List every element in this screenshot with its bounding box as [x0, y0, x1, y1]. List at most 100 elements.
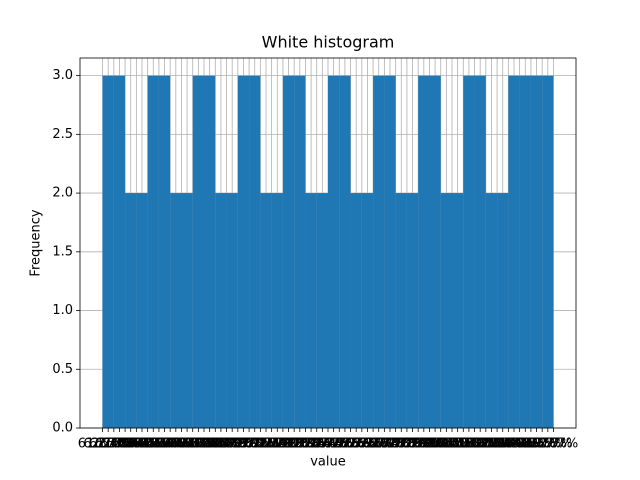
x-tick-label: 62.77%	[95, 437, 145, 452]
bar	[395, 193, 407, 428]
x-tick-label: 84.37%	[500, 437, 550, 452]
bars	[102, 75, 554, 428]
x-tick-label: 63.07%	[100, 437, 150, 452]
bar	[147, 75, 159, 428]
bar	[418, 75, 430, 428]
x-tick-label: 82.27%	[461, 437, 511, 452]
x-tick-label: 70.87%	[247, 437, 297, 452]
x-tick-label: 72.97%	[286, 437, 336, 452]
bar	[294, 75, 306, 428]
x-tick-label: 71.77%	[264, 437, 314, 452]
x-tick-label: 73.27%	[292, 437, 342, 452]
bar	[463, 75, 475, 428]
x-tick-label: 77.77%	[376, 437, 426, 452]
bar	[113, 75, 126, 428]
x-tick-label: 81.97%	[455, 437, 505, 452]
x-tick-label: 78.37%	[388, 437, 438, 452]
x-tick-label: 81.37%	[444, 437, 494, 452]
bar	[452, 193, 464, 428]
x-tick-label: 76.27%	[348, 437, 398, 452]
bar	[249, 75, 261, 428]
x-tick-label: 63.97%	[117, 437, 167, 452]
x-tick-label: 67.57%	[185, 437, 235, 452]
x-tick-label: 85.87%	[529, 437, 579, 452]
x-tick-label: 79.87%	[416, 437, 466, 452]
x-tick-label: 78.67%	[393, 437, 443, 452]
bar	[271, 193, 283, 428]
y-tick-label: 1.5	[52, 244, 73, 259]
x-tick-label: 82.87%	[472, 437, 522, 452]
x-tick-label: 64.27%	[123, 437, 173, 452]
x-tick-label: 77.17%	[365, 437, 415, 452]
bar	[215, 193, 227, 428]
bar	[328, 75, 340, 428]
x-tick-label: 67.87%	[190, 437, 240, 452]
bar	[474, 75, 486, 428]
x-tick-label: 72.67%	[281, 437, 331, 452]
x-tick-label: 69.97%	[230, 437, 280, 452]
bar	[316, 193, 328, 428]
x-tick-label: 62.47%	[89, 437, 139, 452]
x-tick-label: 84.67%	[506, 437, 556, 452]
bar	[485, 193, 498, 428]
x-tick-label: 74.17%	[309, 437, 359, 452]
y-axis-label: Frequency	[29, 209, 44, 276]
bar	[204, 75, 216, 428]
x-tick-label: 72.07%	[269, 437, 319, 452]
x-tick-label: 69.07%	[213, 437, 263, 452]
x-tick-label: 70.57%	[241, 437, 291, 452]
x-tick-label: 71.47%	[258, 437, 308, 452]
x-tick-label: 74.77%	[320, 437, 370, 452]
x-tick-label: 67.27%	[179, 437, 229, 452]
bar	[497, 193, 509, 428]
x-tick-label: 75.07%	[326, 437, 376, 452]
bar	[406, 193, 419, 428]
x-tick-label: 83.77%	[489, 437, 539, 452]
x-axis-label: value	[310, 455, 346, 470]
x-tick-label: 64.57%	[128, 437, 178, 452]
x-tick-label: 63.67%	[112, 437, 162, 452]
x-tick-label: 81.07%	[438, 437, 488, 452]
x-tick-label: 85.27%	[517, 437, 567, 452]
x-tick-label: 80.17%	[422, 437, 472, 452]
x-tick-label: 66.07%	[157, 437, 207, 452]
bar	[440, 193, 452, 428]
bar	[530, 75, 543, 428]
bar	[373, 75, 385, 428]
bar	[542, 75, 554, 428]
x-tick-label: 62.17%	[83, 437, 133, 452]
bar	[361, 193, 374, 428]
x-tick-label: 65.47%	[145, 437, 195, 452]
y-tick-label: 2.5	[52, 127, 73, 142]
x-tick-label: 66.37%	[162, 437, 212, 452]
y-tick-label: 1.0	[52, 303, 73, 318]
bar	[429, 75, 441, 428]
x-tick-label: 69.67%	[224, 437, 274, 452]
plot-frame	[79, 57, 577, 429]
x-tick-label: 75.97%	[343, 437, 393, 452]
x-tick-label: 69.37%	[219, 437, 269, 452]
x-tick-label: 73.57%	[298, 437, 348, 452]
bar	[260, 193, 272, 428]
x-tick-label: 70.27%	[236, 437, 286, 452]
x-tick-label: 78.07%	[382, 437, 432, 452]
x-tick-label: 84.97%	[512, 437, 562, 452]
x-tick-label: 73.87%	[303, 437, 353, 452]
x-tick-label: 84.07%	[495, 437, 545, 452]
bar	[508, 75, 520, 428]
x-tick-label: 80.47%	[427, 437, 477, 452]
x-tick-label: 65.17%	[140, 437, 190, 452]
chart-title: White histogram	[262, 33, 395, 52]
x-tick-label: 78.97%	[399, 437, 449, 452]
x-tick-label: 66.67%	[168, 437, 218, 452]
x-tick-label: 80.77%	[433, 437, 483, 452]
x-tick-label: 63.37%	[106, 437, 156, 452]
y-tick-label: 2.0	[52, 186, 73, 201]
x-tick-label: 81.67%	[450, 437, 500, 452]
x-tick-label: 75.37%	[331, 437, 381, 452]
axes: 0.00.51.01.52.02.53.061.87%62.17%62.47%6…	[52, 57, 579, 452]
bar	[237, 75, 250, 428]
x-tick-label: 71.17%	[252, 437, 302, 452]
bar	[226, 193, 238, 428]
